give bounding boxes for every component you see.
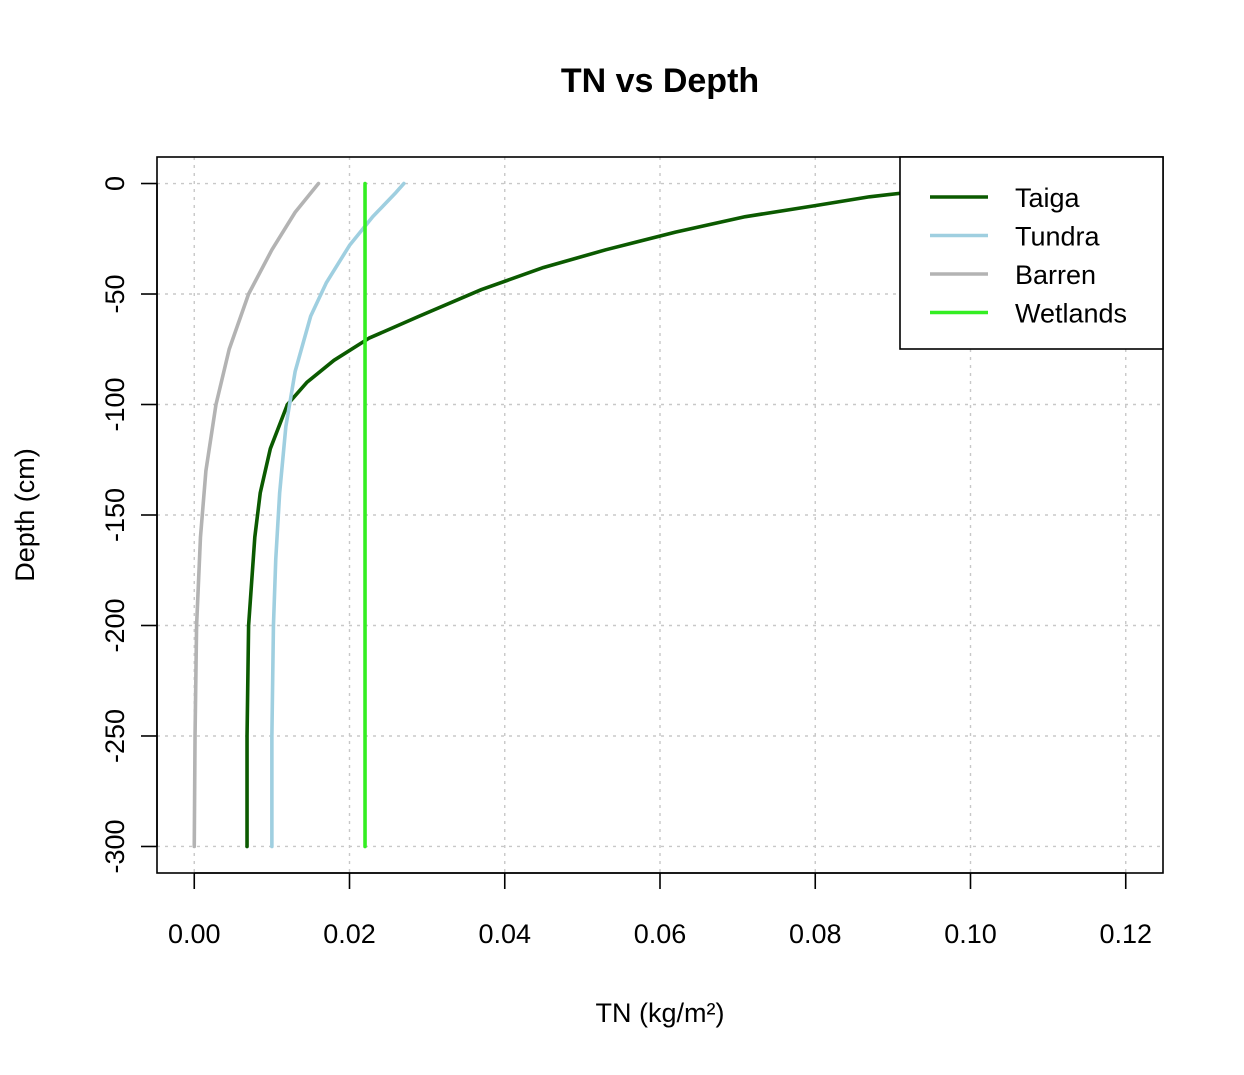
legend-label-tundra: Tundra — [1015, 222, 1101, 252]
series-line-barren — [192, 181, 321, 849]
y-tick-label-5: -250 — [100, 709, 130, 763]
y-tick-label-2: -100 — [100, 377, 130, 431]
y-tick-label-1: -50 — [100, 274, 130, 313]
series-line-taiga — [245, 188, 942, 849]
series-line-tundra — [270, 181, 406, 849]
x-tick-label-0: 0.00 — [168, 919, 221, 949]
legend-label-wetlands: Wetlands — [1015, 299, 1127, 329]
legend-label-barren: Barren — [1015, 260, 1096, 290]
y-axis: 0 -50 -100 -150 -200 -250 -300 — [100, 176, 158, 874]
chart-title: TN vs Depth — [561, 62, 759, 100]
x-tick-label-4: 0.08 — [789, 919, 842, 949]
series-lines — [192, 181, 942, 849]
legend-label-taiga: Taiga — [1015, 183, 1081, 213]
legend-box — [899, 156, 1164, 350]
x-tick-label-5: 0.10 — [944, 919, 997, 949]
x-tick-label-6: 0.12 — [1099, 919, 1152, 949]
x-tick-label-1: 0.02 — [323, 919, 376, 949]
y-tick-label-0: 0 — [100, 176, 130, 191]
x-tick-label-2: 0.04 — [478, 919, 531, 949]
legend: Taiga Tundra Barren Wetlands — [899, 156, 1164, 350]
y-tick-label-4: -200 — [100, 598, 130, 652]
y-tick-label-3: -150 — [100, 488, 130, 542]
y-tick-label-6: -300 — [100, 819, 130, 873]
y-axis-title: Depth (cm) — [10, 448, 40, 582]
x-axis: 0.00 0.02 0.04 0.06 0.08 0.10 0.12 — [168, 872, 1152, 949]
x-tick-label-3: 0.06 — [634, 919, 687, 949]
x-axis-title: TN (kg/m²) — [596, 998, 725, 1028]
